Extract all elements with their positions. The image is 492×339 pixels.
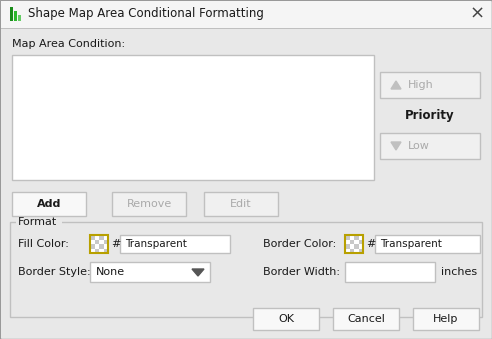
- Bar: [354, 248, 359, 253]
- Bar: [90, 248, 94, 253]
- Bar: [103, 244, 108, 248]
- Text: None: None: [96, 267, 125, 277]
- Bar: [345, 244, 349, 248]
- Text: ×: ×: [469, 5, 485, 23]
- Bar: [354, 235, 359, 239]
- Bar: [253, 308, 319, 330]
- Bar: [103, 248, 108, 253]
- Bar: [12, 55, 374, 180]
- Text: Cancel: Cancel: [347, 314, 385, 324]
- Bar: [94, 244, 99, 248]
- Bar: [349, 239, 354, 244]
- Bar: [10, 7, 13, 21]
- Bar: [90, 235, 94, 239]
- Text: Priority: Priority: [405, 108, 455, 121]
- Bar: [18, 15, 21, 21]
- Bar: [375, 235, 480, 253]
- Bar: [359, 248, 363, 253]
- Bar: [413, 308, 479, 330]
- Text: Map Area Condition:: Map Area Condition:: [12, 39, 125, 49]
- Bar: [16, 218, 62, 227]
- Bar: [99, 244, 103, 248]
- Text: Fill Color:: Fill Color:: [18, 239, 69, 249]
- Bar: [103, 239, 108, 244]
- Bar: [94, 239, 99, 244]
- Text: #: #: [366, 239, 375, 249]
- Bar: [349, 244, 354, 248]
- Text: Border Width:: Border Width:: [263, 267, 340, 277]
- Bar: [103, 235, 108, 239]
- Text: Format: Format: [18, 217, 57, 227]
- Bar: [99, 235, 103, 239]
- Bar: [14, 11, 17, 21]
- Bar: [333, 308, 399, 330]
- Bar: [12, 192, 86, 216]
- Bar: [90, 235, 108, 253]
- Text: Border Style:: Border Style:: [18, 267, 91, 277]
- Bar: [349, 248, 354, 253]
- Bar: [99, 248, 103, 253]
- Bar: [354, 239, 359, 244]
- Bar: [10, 222, 482, 317]
- Bar: [90, 239, 94, 244]
- Polygon shape: [192, 269, 204, 276]
- Bar: [380, 72, 480, 98]
- Bar: [94, 248, 99, 253]
- Bar: [1, 1, 491, 29]
- Polygon shape: [391, 142, 401, 150]
- Text: #: #: [111, 239, 121, 249]
- Text: Transparent: Transparent: [380, 239, 442, 249]
- Bar: [354, 244, 359, 248]
- Text: Remove: Remove: [126, 199, 172, 209]
- Bar: [120, 235, 230, 253]
- Bar: [345, 235, 363, 253]
- Text: Low: Low: [408, 141, 430, 151]
- Text: Edit: Edit: [230, 199, 252, 209]
- Bar: [345, 248, 349, 253]
- Bar: [90, 262, 210, 282]
- Bar: [204, 192, 278, 216]
- Text: Border Color:: Border Color:: [263, 239, 336, 249]
- Polygon shape: [391, 81, 401, 89]
- Bar: [345, 235, 349, 239]
- Bar: [112, 192, 186, 216]
- Text: Transparent: Transparent: [125, 239, 187, 249]
- Bar: [380, 133, 480, 159]
- Text: Add: Add: [37, 199, 61, 209]
- Text: OK: OK: [278, 314, 294, 324]
- Bar: [345, 239, 349, 244]
- Bar: [99, 239, 103, 244]
- Bar: [359, 239, 363, 244]
- Bar: [359, 244, 363, 248]
- Bar: [345, 262, 435, 282]
- Text: High: High: [408, 80, 434, 90]
- Bar: [349, 235, 354, 239]
- Text: Shape Map Area Conditional Formatting: Shape Map Area Conditional Formatting: [28, 7, 264, 20]
- Bar: [1, 28, 491, 29]
- Text: inches: inches: [441, 267, 477, 277]
- Text: Help: Help: [433, 314, 459, 324]
- Bar: [90, 244, 94, 248]
- Bar: [94, 235, 99, 239]
- Bar: [359, 235, 363, 239]
